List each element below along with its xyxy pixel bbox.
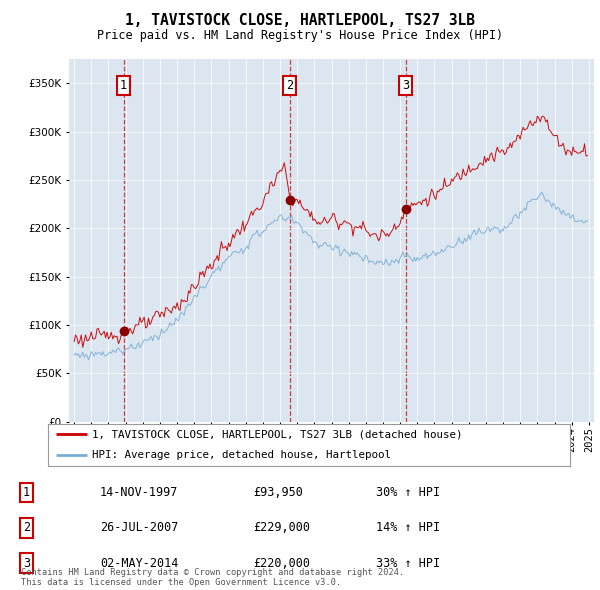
Text: 1, TAVISTOCK CLOSE, HARTLEPOOL, TS27 3LB: 1, TAVISTOCK CLOSE, HARTLEPOOL, TS27 3LB bbox=[125, 13, 475, 28]
Text: 02-MAY-2014: 02-MAY-2014 bbox=[100, 556, 178, 570]
Text: HPI: Average price, detached house, Hartlepool: HPI: Average price, detached house, Hart… bbox=[92, 451, 391, 460]
Text: £220,000: £220,000 bbox=[253, 556, 310, 570]
Text: 2: 2 bbox=[286, 78, 293, 91]
Text: Price paid vs. HM Land Registry's House Price Index (HPI): Price paid vs. HM Land Registry's House … bbox=[97, 29, 503, 42]
Text: 14-NOV-1997: 14-NOV-1997 bbox=[100, 486, 178, 499]
Text: 2: 2 bbox=[23, 521, 30, 535]
Text: 3: 3 bbox=[23, 556, 30, 570]
Text: 1: 1 bbox=[120, 78, 127, 91]
Text: 30% ↑ HPI: 30% ↑ HPI bbox=[376, 486, 440, 499]
Text: 1: 1 bbox=[23, 486, 30, 499]
Text: £229,000: £229,000 bbox=[253, 521, 310, 535]
Text: Contains HM Land Registry data © Crown copyright and database right 2024.
This d: Contains HM Land Registry data © Crown c… bbox=[21, 568, 404, 587]
Text: 33% ↑ HPI: 33% ↑ HPI bbox=[376, 556, 440, 570]
Text: £93,950: £93,950 bbox=[253, 486, 303, 499]
Text: 3: 3 bbox=[402, 78, 409, 91]
Text: 14% ↑ HPI: 14% ↑ HPI bbox=[376, 521, 440, 535]
Text: 1, TAVISTOCK CLOSE, HARTLEPOOL, TS27 3LB (detached house): 1, TAVISTOCK CLOSE, HARTLEPOOL, TS27 3LB… bbox=[92, 430, 463, 439]
Text: 26-JUL-2007: 26-JUL-2007 bbox=[100, 521, 178, 535]
